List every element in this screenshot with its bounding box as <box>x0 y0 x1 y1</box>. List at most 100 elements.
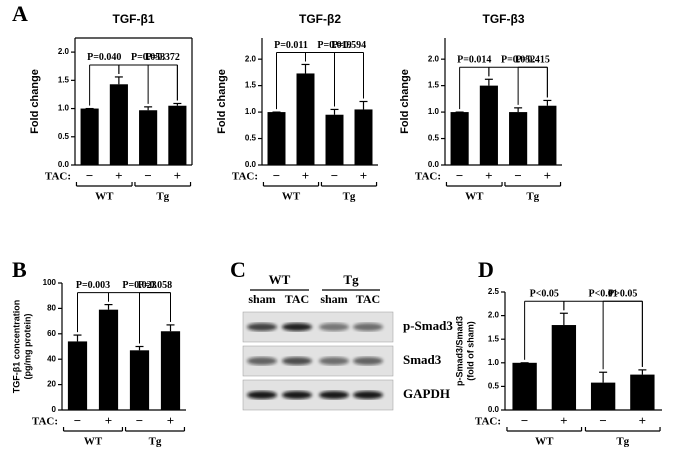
y-axis-label: (fold of sham) <box>465 321 475 381</box>
category-label: + <box>360 168 367 183</box>
p-value: P=0.040 <box>87 52 121 63</box>
bar <box>325 114 344 165</box>
y-tick-label: 2.0 <box>428 54 440 63</box>
category-label: + <box>560 413 567 428</box>
group-label: WT <box>465 191 484 203</box>
group-label: Tg <box>156 191 169 203</box>
error-bar <box>599 371 608 383</box>
y-tick-label: 0 <box>52 405 57 414</box>
bar <box>296 73 315 165</box>
p-value: P<0.01 <box>588 289 617 300</box>
group-label: Tg <box>616 436 629 448</box>
category-label: − <box>514 168 521 183</box>
lane-label: TAC <box>285 292 309 306</box>
p-value: P=0.003 <box>76 280 110 291</box>
chart-title: TGF-β1 <box>113 12 155 26</box>
category-label: − <box>599 413 606 428</box>
y-tick-label: 2.0 <box>58 47 70 56</box>
error-bar <box>135 345 144 351</box>
y-tick-label: 1.0 <box>58 104 70 113</box>
bar <box>479 85 498 165</box>
error-bar <box>359 100 368 110</box>
blot-band <box>353 391 383 399</box>
group-label: WT <box>282 191 301 203</box>
error-bar <box>114 76 123 85</box>
category-label: − <box>136 413 143 428</box>
y-axis-label: p-Smad3/Smad3 <box>454 316 464 386</box>
bar <box>630 374 655 410</box>
p-value: P=0.053 <box>131 52 165 63</box>
lane-label: sham <box>320 292 347 306</box>
bar <box>67 341 88 410</box>
p-value: P>0.05 <box>608 289 637 300</box>
bar <box>450 112 469 165</box>
y-tick-label: 0.0 <box>58 160 70 169</box>
p-value: P<0.05 <box>530 289 559 300</box>
blot-band <box>247 357 277 365</box>
y-tick-label: 20 <box>47 380 56 389</box>
y-tick-label: 0.0 <box>245 160 257 169</box>
category-label: − <box>521 413 528 428</box>
lane-label: TAC <box>356 292 380 306</box>
y-tick-label: 0.5 <box>488 382 500 391</box>
error-bar <box>484 78 493 86</box>
blot-band <box>319 391 349 399</box>
group-label: WT <box>95 191 114 203</box>
category-label: + <box>639 413 646 428</box>
y-tick-label: 0.5 <box>428 134 440 143</box>
p-value: P=0.019 <box>317 40 351 51</box>
category-label: + <box>167 413 174 428</box>
category-label: + <box>105 413 112 428</box>
p-value: P=0.058 <box>138 280 172 291</box>
blot-band <box>247 391 277 399</box>
error-bar <box>559 312 568 326</box>
p-value: P=0.052 <box>501 55 535 66</box>
y-tick-label: 0.0 <box>428 160 440 169</box>
blot-band <box>247 323 277 331</box>
error-bar <box>173 102 182 106</box>
blot-band <box>319 357 349 365</box>
row-label: TAC: <box>475 416 501 428</box>
y-tick-label: 2.0 <box>488 311 500 320</box>
row-label: p-Smad3 <box>403 318 453 333</box>
category-label: + <box>544 168 551 183</box>
y-tick-label: 1.5 <box>488 334 500 343</box>
y-tick-label: 40 <box>47 354 56 363</box>
bar <box>590 382 616 410</box>
bar <box>509 112 528 165</box>
panel-label: B <box>12 257 27 282</box>
blot-band <box>282 323 312 331</box>
error-bar <box>301 63 310 74</box>
blot-band <box>353 323 383 331</box>
row-label: TAC: <box>232 171 258 183</box>
p-value: P=0.023 <box>122 280 156 291</box>
blot-band <box>319 323 349 331</box>
y-axis-label: Fold change <box>29 69 41 134</box>
lane-label: sham <box>248 292 275 306</box>
bar <box>267 112 286 165</box>
y-tick-label: 1.0 <box>488 358 500 367</box>
p-value: P=0.415 <box>516 55 550 66</box>
y-axis-label: TGF-β1 concentration <box>11 300 21 394</box>
bar <box>129 350 150 410</box>
p-value: P=0.011 <box>274 40 308 51</box>
y-tick-label: 0.0 <box>488 405 500 414</box>
bar <box>512 362 537 410</box>
group-label: Tg <box>343 191 356 203</box>
y-axis-label: (pg/mg protein) <box>22 314 32 380</box>
category-label: + <box>485 168 492 183</box>
category-label: + <box>302 168 309 183</box>
error-bar <box>104 303 113 310</box>
group-label: Tg <box>526 191 539 203</box>
y-tick-label: 1.5 <box>58 75 70 84</box>
category-label: + <box>115 168 122 183</box>
bar <box>98 309 119 410</box>
error-bar <box>514 107 523 113</box>
group-label: WT <box>535 436 554 448</box>
bar <box>354 109 373 165</box>
category-label: − <box>86 168 93 183</box>
bar <box>160 331 181 410</box>
bar <box>168 105 187 165</box>
y-tick-label: 80 <box>47 304 56 313</box>
